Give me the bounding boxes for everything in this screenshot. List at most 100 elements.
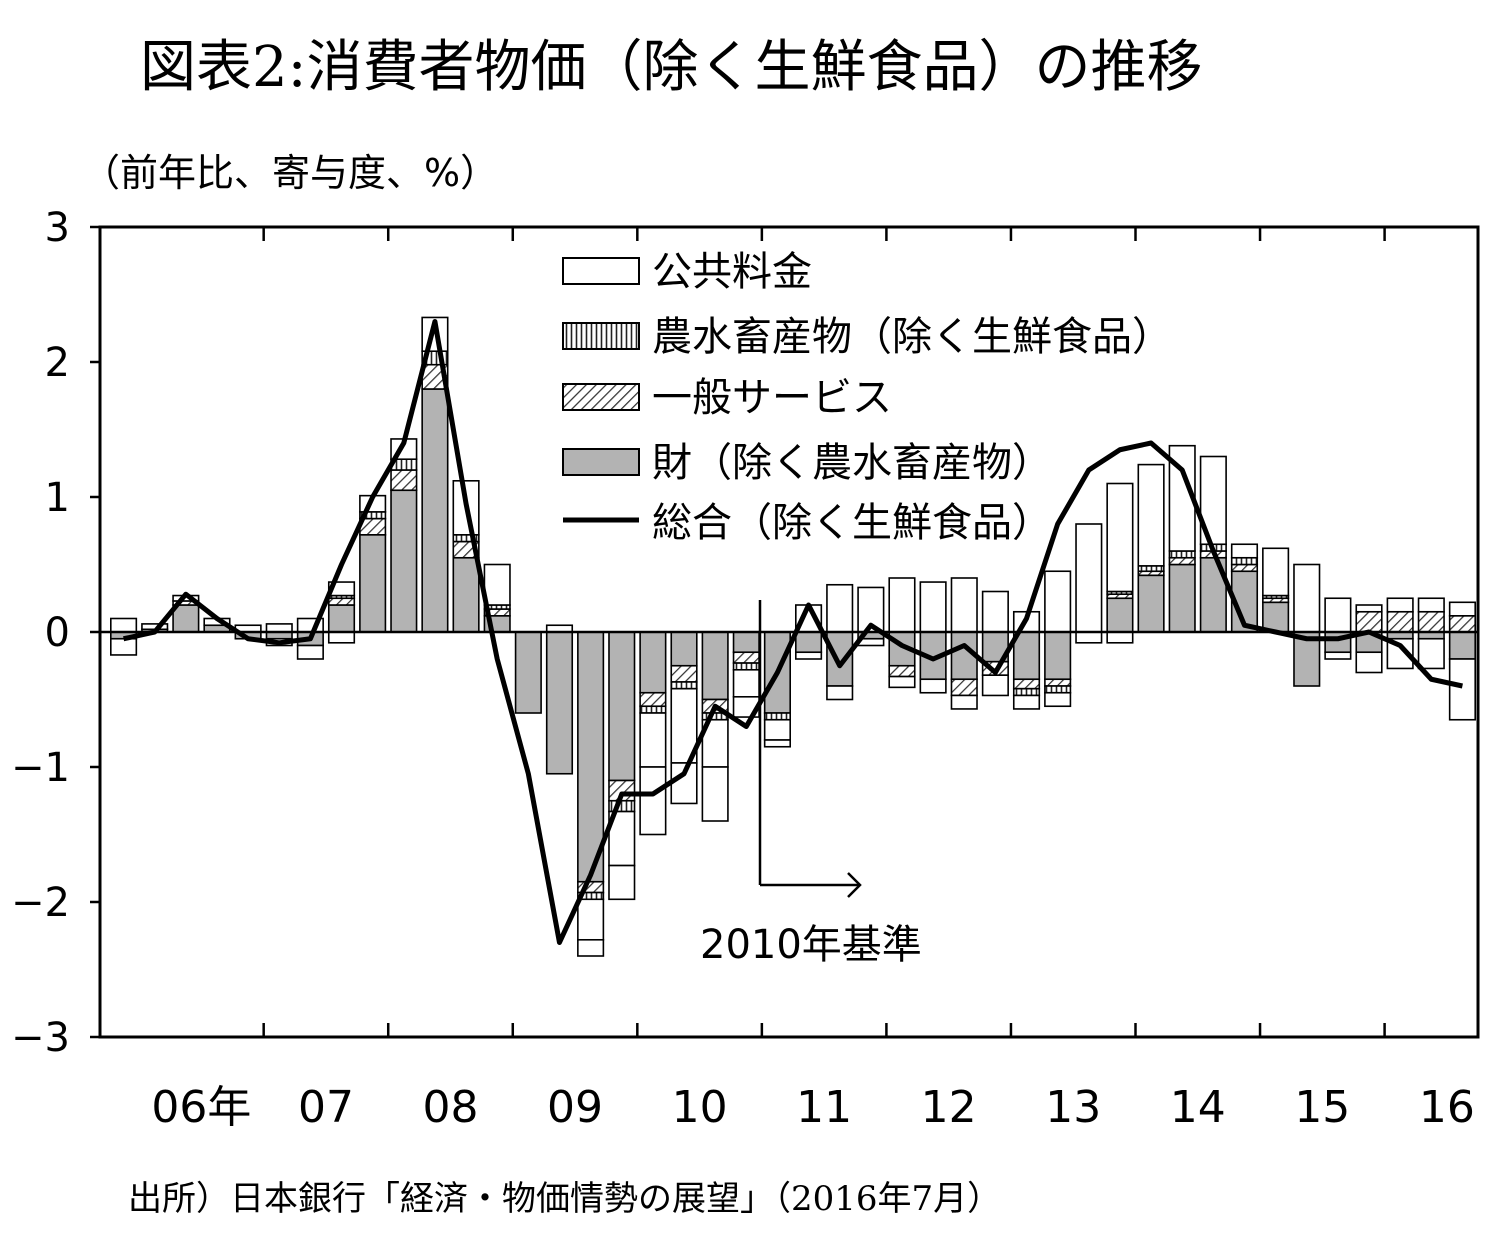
x-tick-label: 07 (298, 1082, 354, 1133)
x-tick-label: 10 (672, 1082, 728, 1133)
bar-segment-vertical (1137, 565, 1165, 573)
x-tick-label: 12 (921, 1082, 977, 1133)
bar-segment-hatch (390, 469, 418, 492)
bar-segment-white (795, 651, 823, 660)
bar-segment-white (919, 581, 947, 633)
bar-segment-hatch (1386, 610, 1414, 633)
bar-segment-hatch (1355, 610, 1383, 633)
x-tick-label: 09 (547, 1082, 603, 1133)
y-tick-label: −3 (11, 1015, 70, 1061)
bar-segment-white (950, 577, 978, 633)
bar-segment-white (888, 577, 916, 633)
bar-segment-gray (172, 604, 200, 633)
bar-segment-hatch (1448, 614, 1476, 633)
bar-segment-white (1106, 482, 1134, 593)
bar-segment-white (1044, 570, 1072, 633)
bar-segment-white (981, 590, 1009, 633)
x-tick-label: 08 (423, 1082, 479, 1133)
chart-title: 図表2:消費者物価（除く生鮮食品）の推移 (140, 35, 1203, 100)
bar-segment-hatch (888, 664, 916, 678)
source-note: 出所）日本銀行「経済・物価情勢の展望」（2016年7月） (128, 1179, 1001, 1219)
bar-segment-white (1293, 563, 1321, 633)
bar-segment-white (1137, 463, 1165, 567)
bar-segment-gray (1044, 631, 1072, 681)
y-tick-label: 3 (45, 205, 70, 251)
bar-segment-white (1012, 694, 1041, 710)
bar-segment-gray (359, 533, 387, 633)
bar-segment-gray (639, 631, 667, 694)
bar-segment-hatch (1168, 556, 1196, 566)
bar-segment-vertical (639, 705, 667, 714)
bar-segment-vertical (670, 681, 698, 690)
bar-segment-white (639, 766, 667, 836)
bar-segment-white (483, 563, 511, 606)
bar-segment-hatch (1417, 610, 1445, 633)
x-axis: 06年 07 08 09 10 11 12 13 14 15 16 (151, 227, 1475, 1133)
bar-segment-white (1262, 547, 1290, 597)
y-axis: 3 2 1 0 −1 −2 −3 (11, 205, 100, 1061)
bar-segment-white (1355, 604, 1383, 613)
legend-swatch-agri (562, 322, 640, 350)
bar-segment-hatch (732, 651, 760, 664)
legend-swatch-goods (562, 448, 640, 476)
bar-segment-white (1386, 597, 1414, 613)
x-tick-label: 14 (1170, 1082, 1226, 1133)
legend-label-overall: 総合（除く生鮮食品） (652, 500, 1052, 546)
legend-swatch-public-fees (562, 257, 640, 285)
y-tick-label: 0 (45, 610, 70, 656)
bar-segment-vertical (1044, 685, 1072, 694)
bar-segment-gray (327, 604, 356, 633)
bar-segment-white (950, 694, 978, 710)
y-tick-label: 1 (45, 475, 70, 521)
y-tick-label: −1 (11, 745, 70, 791)
bar-segment-white (919, 678, 947, 694)
base-year-label: 2010年基準 (700, 922, 922, 968)
bar-segment-vertical (763, 712, 791, 721)
bar-segment-gray (608, 631, 636, 782)
bar-segment-white (1324, 651, 1352, 660)
bar-segment-gray (577, 631, 605, 883)
bar-segment-gray (452, 556, 480, 633)
legend-label-goods: 財（除く農水畜産物） (652, 440, 1052, 486)
arrow-head-icon (847, 872, 862, 898)
bar-segment-white (577, 898, 605, 941)
bar-segment-gray (795, 631, 823, 654)
bar-segment-vertical (1168, 550, 1196, 559)
bar-segment-gray (826, 631, 854, 687)
bar-segment-white (1417, 597, 1445, 613)
legend-label-agri: 農水畜産物（除く生鮮食品） (652, 314, 1172, 360)
x-tick-label: 16 (1419, 1082, 1475, 1133)
line-overall-core-cpi (123, 319, 1463, 945)
bar-segment-vertical (1230, 556, 1259, 566)
legend-label-services: 一般サービス (652, 375, 892, 421)
bar-segment-white (763, 739, 791, 748)
bar-segment-hatch (1012, 678, 1041, 690)
bar-segment-white (826, 583, 854, 633)
bar-segment-white (763, 718, 791, 741)
bar-segment-hatch (950, 678, 978, 697)
y-tick-label: −2 (11, 880, 70, 926)
base-year-marker: 2010年基準 (700, 600, 922, 968)
line-layer (123, 319, 1463, 945)
bar-segment-vertical (608, 799, 636, 813)
bar-segment-white (1075, 523, 1103, 633)
bar-segment-gray (1012, 631, 1041, 681)
bar-segment-hatch (327, 597, 356, 606)
bar-segment-gray (701, 631, 729, 701)
bar-segment-gray (514, 631, 542, 714)
bar-segment-gray (732, 631, 760, 654)
bar-segment-vertical (732, 662, 760, 671)
bar-segment-white (639, 712, 667, 768)
bar-segment-white (1106, 631, 1134, 644)
bar-segment-white (1230, 543, 1259, 559)
bar-segment-gray (390, 489, 418, 633)
y-tick-label: 2 (45, 340, 70, 386)
bar-segment-gray (1106, 597, 1134, 633)
legend-label-public-fees: 公共料金 (652, 249, 812, 295)
bar-segment-white (1044, 691, 1072, 708)
bar-segment-white (296, 644, 324, 660)
bar-segment-gray (1448, 631, 1476, 660)
bar-segment-white (888, 675, 916, 689)
x-tick-label: 06年 (151, 1082, 251, 1133)
